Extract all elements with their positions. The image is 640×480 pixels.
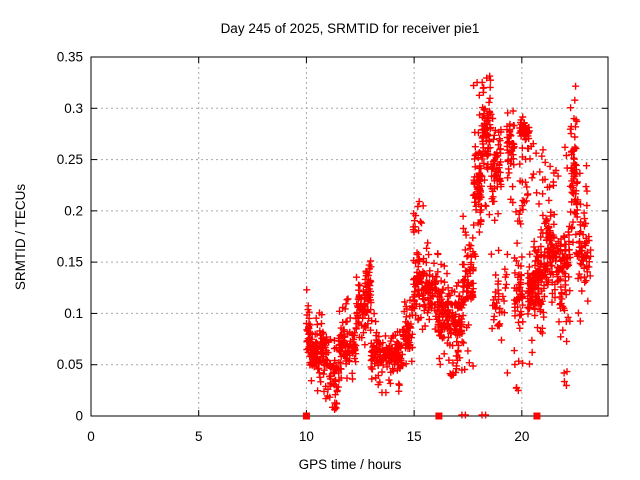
scatter-cluster xyxy=(516,113,533,215)
x-axis-label: GPS time / hours xyxy=(299,457,402,472)
scatter-cluster xyxy=(362,257,375,334)
x-tick-label: 10 xyxy=(299,429,314,444)
y-tick-label: 0.25 xyxy=(57,152,83,167)
scatter-cluster xyxy=(409,198,428,333)
scatter-cluster xyxy=(420,239,441,333)
zero-plus-marker xyxy=(461,411,469,419)
zero-square-marker xyxy=(533,412,541,420)
scatter-cluster xyxy=(306,309,333,403)
scatter-cluster xyxy=(560,368,571,389)
x-tick-label: 15 xyxy=(407,429,422,444)
scatter-cluster xyxy=(488,250,511,377)
y-axis-label: SRMTID / TECUs xyxy=(13,184,28,291)
y-tick-label: 0.05 xyxy=(57,357,83,372)
y-tick-label: 0.35 xyxy=(57,50,83,65)
y-tick-label: 0.3 xyxy=(64,101,83,116)
scatter-points-layer xyxy=(303,72,595,413)
scatter-cluster xyxy=(541,158,561,306)
x-tick-label: 5 xyxy=(195,429,203,444)
scatter-cluster xyxy=(330,399,341,413)
scatter-cluster xyxy=(377,328,406,397)
scatter-cluster xyxy=(553,143,574,345)
y-tick-label: 0.2 xyxy=(64,203,83,218)
y-tick-label: 0.15 xyxy=(57,255,83,270)
scatter-cluster xyxy=(510,208,527,394)
zero-square-marker xyxy=(302,412,310,420)
tick-label-layer: 0 5 10 15 20 0 0.05 0.1 0.15 0.2 0.25 0.3 0.35 xyxy=(57,50,530,445)
y-tick-label: 0.1 xyxy=(64,306,83,321)
axis-layer xyxy=(90,56,609,417)
scatter-cluster xyxy=(399,296,416,368)
y-tick-label: 0 xyxy=(75,409,83,424)
zero-plus-marker xyxy=(482,411,490,419)
scatter-cluster xyxy=(335,295,360,384)
scatter-cluster xyxy=(503,107,518,206)
scatter-cluster xyxy=(367,310,384,389)
x-tick-label: 0 xyxy=(87,429,95,444)
scatter-cluster xyxy=(469,79,486,260)
scatter-cluster xyxy=(433,250,453,368)
scatter-cluster xyxy=(459,212,477,373)
scatter-cluster xyxy=(487,110,505,258)
chart-title: Day 245 of 2025, SRMTID for receiver pie… xyxy=(221,21,480,36)
plot-border xyxy=(90,56,609,417)
x-tick-label: 20 xyxy=(514,429,529,444)
scatter-cluster xyxy=(574,162,595,325)
scatter-cluster xyxy=(478,72,495,219)
tick-layer xyxy=(90,56,608,417)
zero-square-marker xyxy=(435,412,443,420)
scatter-cluster xyxy=(446,279,466,380)
zero-markers-layer xyxy=(302,411,541,420)
